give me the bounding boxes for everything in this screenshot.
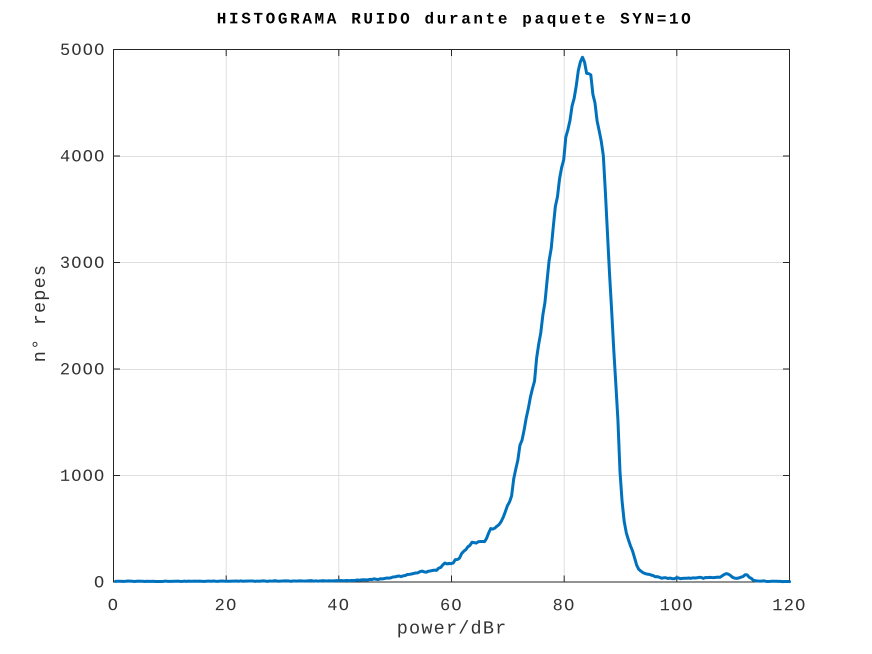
svg-text:2OOO: 2OOO	[60, 361, 106, 380]
svg-text:4OOO: 4OOO	[60, 148, 106, 167]
svg-text:power/dBr: power/dBr	[397, 618, 508, 639]
svg-text:6O: 6O	[440, 597, 463, 616]
svg-text:3OOO: 3OOO	[60, 255, 106, 274]
svg-text:2O: 2O	[215, 597, 238, 616]
svg-text:O: O	[108, 597, 119, 616]
svg-text:n° repes: n° repes	[30, 264, 51, 362]
svg-text:4O: 4O	[327, 597, 350, 616]
svg-text:O: O	[94, 574, 105, 593]
svg-text:1OOO: 1OOO	[60, 468, 106, 487]
svg-text:HISTOGRAMA RUIDO durante paque: HISTOGRAMA RUIDO durante paquete SYN=1O	[217, 10, 694, 28]
svg-text:5OOO: 5OOO	[60, 42, 106, 61]
svg-text:8O: 8O	[553, 597, 576, 616]
svg-text:12O: 12O	[772, 597, 806, 616]
svg-text:1OO: 1OO	[660, 597, 694, 616]
